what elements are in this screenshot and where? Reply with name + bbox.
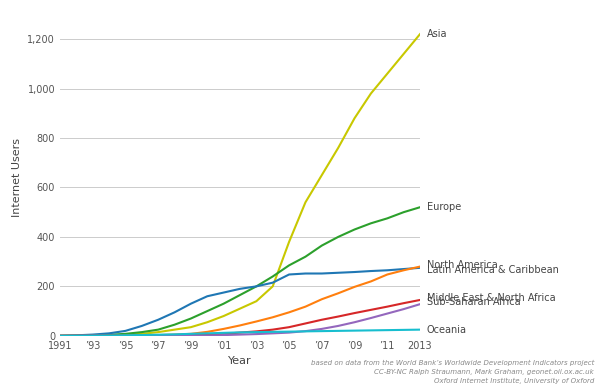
Text: CC-BY-NC Ralph Straumann, Mark Graham, geonet.oii.ox.ac.uk: CC-BY-NC Ralph Straumann, Mark Graham, g… bbox=[374, 369, 594, 376]
Text: Oxford Internet Institute, University of Oxford: Oxford Internet Institute, University of… bbox=[434, 378, 594, 384]
Text: Europe: Europe bbox=[427, 202, 461, 212]
Text: Sub-Saharan Africa: Sub-Saharan Africa bbox=[427, 298, 521, 307]
Text: based on data from the World Bank’s Worldwide Development Indicators project: based on data from the World Bank’s Worl… bbox=[311, 360, 594, 366]
Text: Latin America & Caribbean: Latin America & Caribbean bbox=[427, 264, 559, 274]
X-axis label: Year: Year bbox=[228, 356, 252, 366]
Text: Asia: Asia bbox=[427, 29, 448, 39]
Text: Middle East & North Africa: Middle East & North Africa bbox=[427, 293, 556, 303]
Y-axis label: Internet Users: Internet Users bbox=[12, 138, 22, 217]
Text: North America: North America bbox=[427, 260, 497, 270]
Text: Oceania: Oceania bbox=[427, 325, 467, 335]
